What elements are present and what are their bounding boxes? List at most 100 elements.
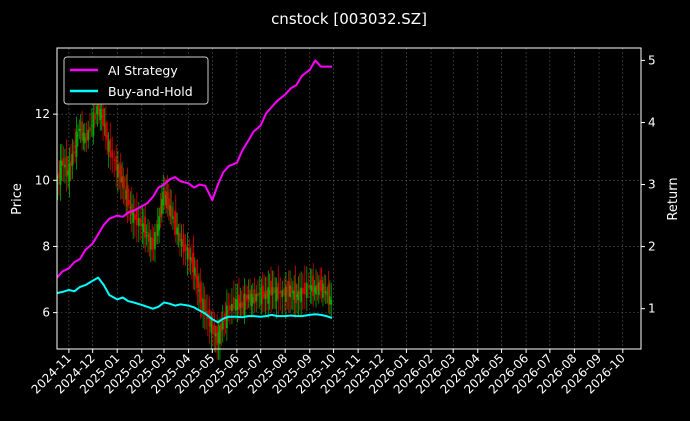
price-candle-body — [243, 293, 246, 316]
price-candle-body — [142, 224, 145, 233]
price-candle-body — [158, 216, 161, 231]
chart-title: cnstock [003032.SZ] — [271, 10, 427, 28]
price-candle-body — [210, 319, 213, 333]
price-candle-body — [253, 289, 256, 304]
price-candle-body — [155, 233, 158, 234]
legend-label-buy-and-hold: Buy-and-Hold — [108, 84, 193, 99]
price-candle-body — [126, 184, 129, 207]
price-candle-body — [270, 280, 272, 296]
price-candle-body — [300, 287, 303, 303]
price-candle-body — [217, 332, 220, 343]
price-candle-body — [319, 280, 322, 291]
price-candle-body — [272, 287, 275, 293]
price-candle-body — [85, 132, 88, 142]
price-candle-body — [122, 176, 125, 188]
price-candle-body — [233, 297, 235, 310]
price-candle-body — [242, 303, 245, 306]
price-candle-body — [118, 170, 121, 174]
price-candle-body — [268, 290, 271, 295]
price-candle-body — [196, 276, 199, 289]
price-candle-body — [307, 285, 310, 288]
price-candle-body — [170, 207, 173, 218]
price-candle-body — [121, 177, 123, 183]
price-candle-body — [202, 299, 204, 311]
price-candle-body — [293, 290, 296, 300]
price-candle-body — [267, 287, 270, 304]
price-candle-body — [326, 293, 329, 295]
price-candle-body — [328, 296, 331, 305]
price-candle-body — [123, 187, 126, 189]
legend-label-ai-strategy: AI Strategy — [108, 63, 178, 78]
price-candle-body — [81, 121, 83, 140]
price-candle-body — [236, 299, 239, 310]
price-candle-body — [255, 293, 258, 302]
price-candle-body — [261, 285, 264, 300]
price-candle-body — [87, 130, 90, 141]
price-candle-body — [59, 160, 62, 185]
price-candle-body — [163, 190, 166, 199]
price-candle-body — [193, 267, 196, 276]
right-y-axis: 1 2 3 4 5 — [641, 53, 656, 316]
y-tick-label-right: 2 — [648, 240, 656, 254]
price-candle-body — [62, 158, 65, 165]
price-candle-body — [111, 150, 114, 159]
price-candle-body — [162, 191, 165, 206]
price-candle-body — [296, 294, 298, 297]
price-candle-body — [216, 326, 219, 345]
price-candle-body — [231, 303, 233, 312]
price-candle-body — [75, 131, 78, 157]
price-candle-body — [96, 106, 99, 114]
price-candle-body — [192, 252, 195, 273]
price-candle-body — [125, 189, 128, 200]
price-candle-body — [275, 287, 278, 302]
y-axis-title-right: Return — [666, 177, 681, 220]
price-candle-body — [312, 275, 315, 296]
price-candle-body — [322, 283, 324, 298]
price-candle-body — [154, 231, 156, 250]
price-candle-body — [189, 257, 192, 261]
price-candle-body — [128, 199, 130, 205]
price-candle-body — [247, 294, 250, 300]
price-candle-body — [117, 164, 119, 178]
series-line-buy-and-hold — [56, 276, 333, 324]
y-tick-label-right: 3 — [648, 178, 656, 192]
price-candle-body — [97, 99, 100, 116]
price-candle-body — [229, 305, 231, 311]
price-candle-body — [258, 293, 261, 294]
line-layer — [56, 59, 333, 324]
price-candle-body — [323, 286, 326, 293]
price-candle-body — [200, 297, 203, 301]
price-candle-body — [64, 164, 66, 168]
price-candle-body — [286, 290, 289, 293]
series-line-ai-strategy — [56, 59, 332, 279]
price-candle-body — [83, 137, 86, 144]
price-candle-body — [199, 282, 202, 303]
price-candle-body — [130, 204, 133, 216]
price-candle-body — [139, 217, 142, 226]
price-candle-body — [167, 198, 170, 210]
price-candle-body — [324, 291, 327, 294]
price-candle-body — [257, 293, 259, 297]
price-candle-body — [148, 233, 151, 242]
price-candle-body — [169, 205, 172, 216]
price-candle-body — [289, 285, 291, 298]
price-candle-body — [129, 206, 132, 208]
price-candle-body — [156, 224, 159, 236]
price-candle-body — [320, 279, 323, 292]
price-candle-body — [95, 113, 98, 114]
price-candle-body — [250, 293, 253, 306]
y-tick-label-left: 12 — [35, 107, 50, 121]
price-candle-body — [173, 220, 176, 223]
price-candle-body — [174, 211, 177, 235]
price-candle-body — [213, 325, 216, 335]
price-candle-body — [264, 293, 267, 300]
price-candle-body — [90, 125, 93, 127]
price-candle-body — [277, 282, 280, 299]
price-candle-body — [113, 159, 116, 161]
price-candle-body — [93, 114, 96, 120]
price-candle-body — [109, 139, 112, 158]
price-candle-body — [92, 112, 95, 137]
price-candle-body — [176, 227, 179, 235]
price-candle-body — [238, 294, 240, 310]
